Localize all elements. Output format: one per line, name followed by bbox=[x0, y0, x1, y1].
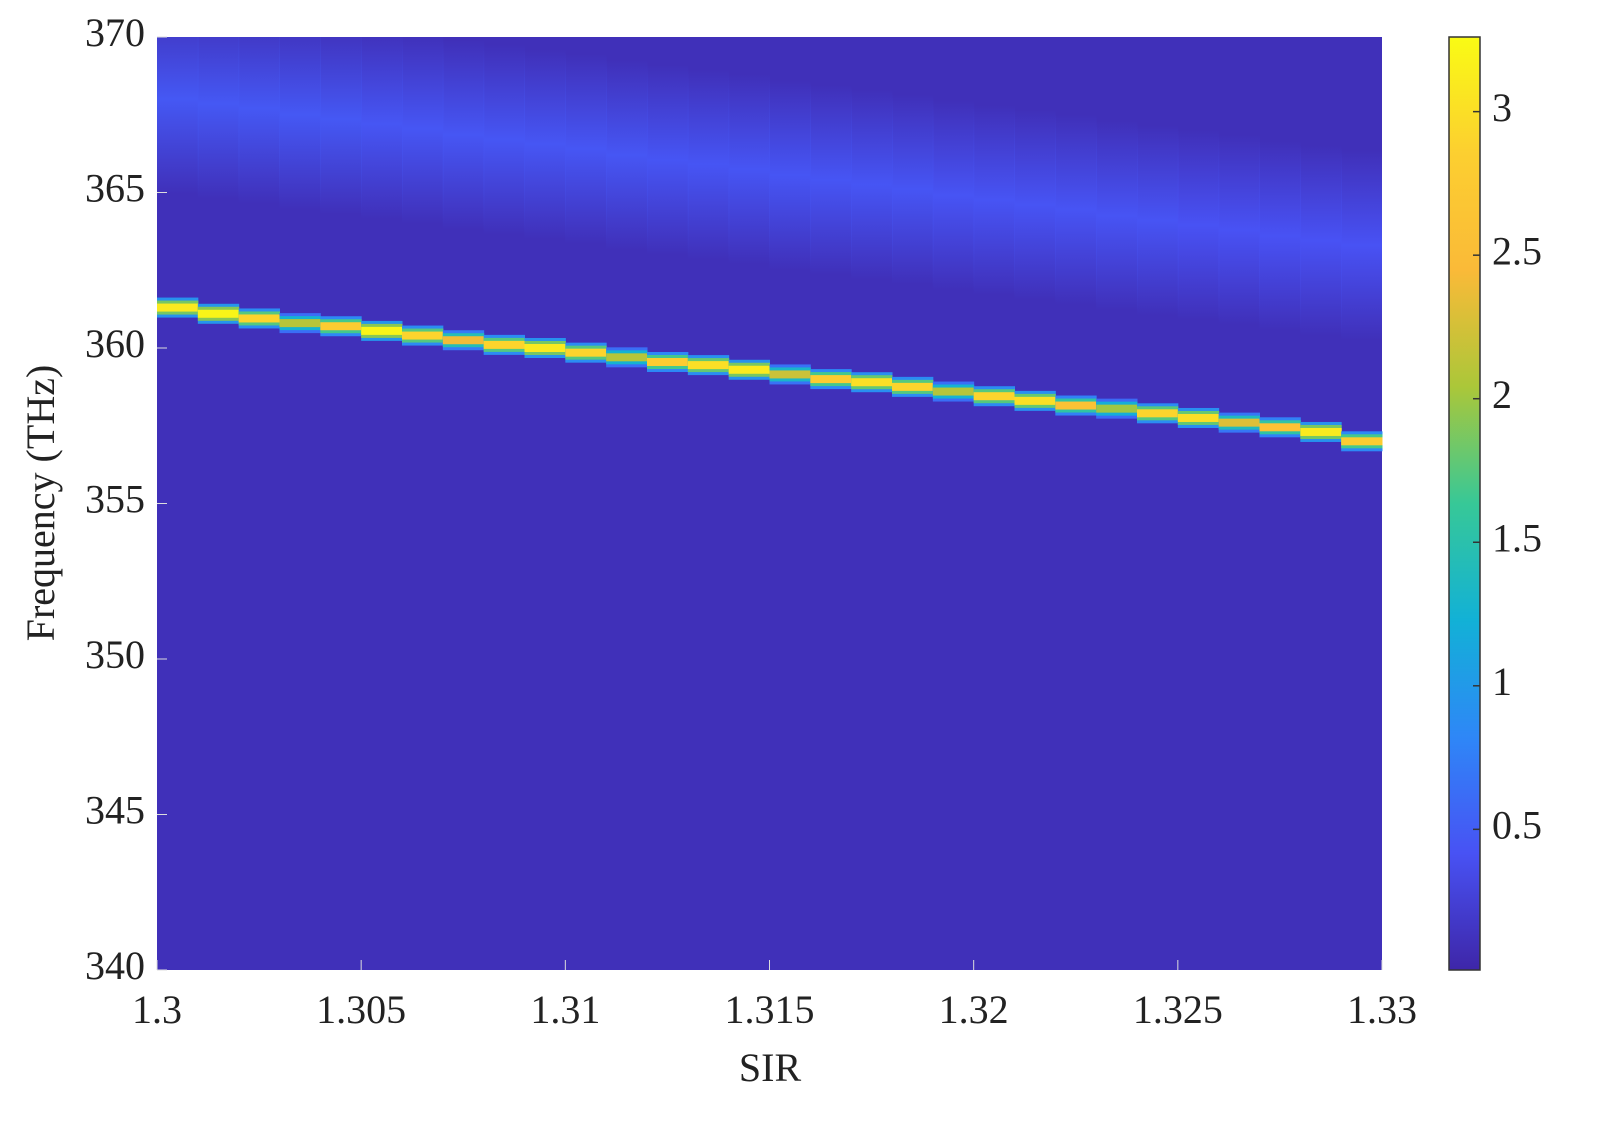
y-tick-label: 340 bbox=[85, 943, 145, 988]
band-cell bbox=[320, 37, 362, 215]
ridge-cell bbox=[483, 340, 525, 349]
ridge-cell bbox=[565, 348, 607, 357]
band-cell bbox=[361, 37, 403, 220]
y-tick-label: 365 bbox=[85, 166, 145, 211]
ridge-cell bbox=[932, 387, 975, 396]
band-cell bbox=[851, 89, 893, 280]
x-tick-label: 1.305 bbox=[316, 987, 406, 1032]
band-cell bbox=[1177, 130, 1220, 321]
band-cell bbox=[769, 80, 811, 271]
band-cell bbox=[606, 60, 648, 251]
band-cell bbox=[1300, 145, 1342, 336]
ridge-cell bbox=[1218, 418, 1260, 427]
band-cell bbox=[973, 105, 1015, 296]
x-tick-label: 1.33 bbox=[1347, 987, 1417, 1032]
band-cell bbox=[932, 100, 975, 291]
y-tick-label: 350 bbox=[85, 632, 145, 677]
ridge-cell bbox=[687, 361, 730, 370]
ridge-cell bbox=[1055, 401, 1097, 410]
ridge-cell bbox=[647, 357, 689, 366]
ridge-cell bbox=[1341, 437, 1383, 446]
band-cell bbox=[1137, 125, 1179, 316]
ridge-cell bbox=[769, 370, 811, 379]
band-cell bbox=[810, 85, 852, 276]
colorbar-tick-label: 3 bbox=[1492, 85, 1512, 130]
band-cell bbox=[197, 37, 240, 199]
ridge-cell bbox=[402, 331, 444, 340]
band-cell bbox=[1014, 109, 1056, 300]
ridge-cell bbox=[851, 378, 893, 387]
band-cell bbox=[1259, 141, 1301, 332]
band-cell bbox=[647, 64, 689, 255]
band-cell bbox=[279, 37, 321, 210]
colorbar-tick-label: 1 bbox=[1492, 659, 1512, 704]
ridge-cell bbox=[238, 314, 280, 323]
band-cell bbox=[1341, 150, 1382, 341]
band-cell bbox=[524, 49, 566, 240]
ridge-cell bbox=[442, 336, 485, 345]
band-cell bbox=[687, 69, 730, 260]
x-tick-label: 1.32 bbox=[939, 987, 1009, 1032]
y-tick-label: 360 bbox=[85, 321, 145, 366]
ridge-cell bbox=[728, 365, 770, 374]
band-cell bbox=[892, 94, 934, 285]
x-tick-label: 1.325 bbox=[1133, 987, 1223, 1032]
ridge-cell bbox=[606, 353, 648, 362]
x-axis-label: SIR bbox=[739, 1045, 802, 1090]
ridge-cell bbox=[1096, 404, 1138, 413]
ridge-cell bbox=[361, 326, 403, 335]
ridge-cell bbox=[157, 303, 199, 312]
ridge-cell bbox=[1014, 396, 1056, 405]
colorbar-tick-label: 0.5 bbox=[1492, 803, 1542, 848]
ridge-cell bbox=[1177, 413, 1220, 422]
x-tick-label: 1.31 bbox=[530, 987, 600, 1032]
band-cell bbox=[1055, 114, 1097, 305]
y-axis-label: Frequency (THz) bbox=[18, 365, 63, 642]
x-tick-label: 1.3 bbox=[132, 987, 182, 1032]
band-cell bbox=[402, 37, 444, 224]
y-tick-label: 355 bbox=[85, 477, 145, 522]
ridge-cell bbox=[810, 375, 852, 384]
band-cell bbox=[483, 44, 525, 235]
y-tick-label: 370 bbox=[85, 10, 145, 55]
band-cell bbox=[157, 37, 199, 195]
ridge-cell bbox=[892, 382, 934, 391]
ridge-cell bbox=[973, 392, 1015, 401]
colorbar-tick-label: 2 bbox=[1492, 372, 1512, 417]
ridge-cell bbox=[1300, 427, 1342, 436]
band-cell bbox=[1096, 120, 1138, 311]
colorbar-tick-label: 1.5 bbox=[1492, 515, 1542, 560]
x-tick-label: 1.315 bbox=[725, 987, 815, 1032]
ridge-cell bbox=[524, 344, 566, 352]
colorbar-tick-label: 2.5 bbox=[1492, 228, 1542, 273]
y-tick-label: 345 bbox=[85, 788, 145, 833]
band-cell bbox=[728, 74, 770, 265]
band-cell bbox=[238, 37, 280, 204]
ridge-cell bbox=[1259, 423, 1301, 432]
ridge-cell bbox=[279, 319, 321, 328]
ridge-cell bbox=[320, 322, 362, 331]
band-cell bbox=[442, 39, 485, 230]
ridge-cell bbox=[197, 309, 240, 318]
colorbar bbox=[1448, 36, 1481, 971]
ridge-cell bbox=[1137, 409, 1179, 418]
band-cell bbox=[1218, 134, 1260, 325]
band-cell bbox=[565, 53, 607, 244]
